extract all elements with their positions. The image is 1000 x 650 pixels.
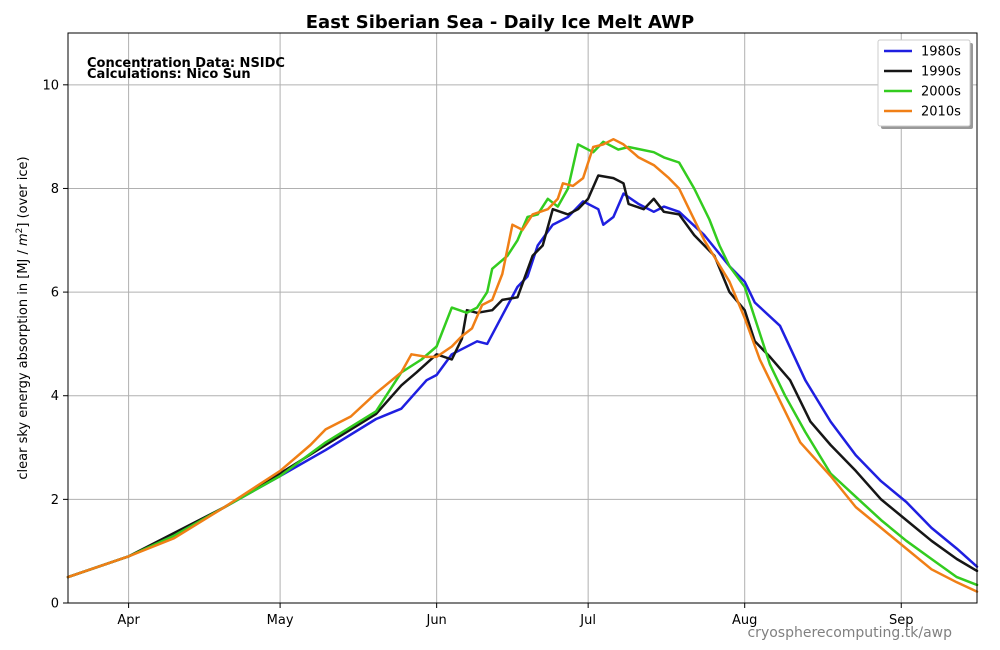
y-tick-label: 2 <box>51 493 59 508</box>
series-line-2010s <box>66 137 979 593</box>
y-tick-label: 6 <box>51 286 59 301</box>
series-group <box>66 137 979 593</box>
y-ticks: 0 2 4 6 8 10 <box>42 78 68 612</box>
series-line-2000s <box>66 140 979 587</box>
x-tick-label: Apr <box>117 613 140 628</box>
x-tick-label: Jun <box>425 613 446 628</box>
x-ticks: Apr May Jun Jul Aug Sep <box>117 603 914 628</box>
legend-label-1980s: 1980s <box>921 45 961 60</box>
plot-frame <box>67 32 978 604</box>
y-tick-label: 0 <box>51 597 59 612</box>
annotation-calculations: Calculations: Nico Sun <box>87 67 251 82</box>
x-tick-label: Jul <box>579 613 596 628</box>
y-tick-label: 8 <box>51 182 59 197</box>
y-axis-label: clear sky energy absorption in [MJ / m2]… <box>15 156 31 479</box>
x-tick-label: Aug <box>732 613 757 628</box>
y-tick-label: 4 <box>51 389 59 404</box>
legend-label-1990s: 1990s <box>921 65 961 80</box>
legend-label-2010s: 2010s <box>921 105 961 120</box>
legend-box <box>877 39 971 127</box>
annotation-data-source: Concentration Data: NSIDC <box>87 56 285 71</box>
y-tick-label: 10 <box>42 78 59 93</box>
series-line-1990s <box>66 174 979 579</box>
series-line-1980s <box>66 192 979 579</box>
x-tick-label: Sep <box>889 613 914 628</box>
legend-label-2000s: 2000s <box>921 85 961 100</box>
legend: 1980s 1990s 2000s 2010s <box>877 39 973 129</box>
x-tick-label: May <box>267 613 294 628</box>
chart-title: East Siberian Sea - Daily Ice Melt AWP <box>306 12 694 33</box>
credit-text: cryospherecomputing.tk/awp <box>747 625 952 641</box>
